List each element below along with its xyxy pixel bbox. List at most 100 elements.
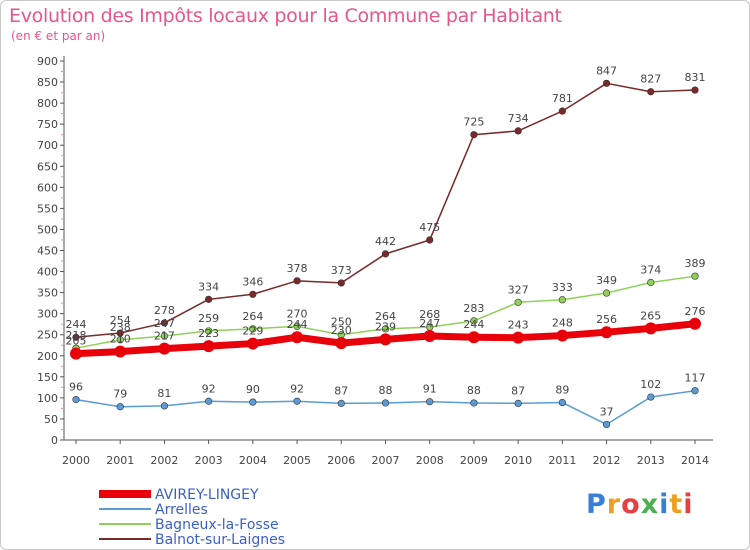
data-label: 92 (290, 382, 304, 395)
data-label: 229 (242, 325, 263, 338)
data-point (647, 393, 655, 401)
y-tick-label: 450 (37, 245, 58, 258)
data-point (160, 332, 169, 340)
data-point (691, 272, 699, 280)
x-tick-label: 2011 (548, 454, 576, 467)
data-label: 117 (685, 372, 706, 385)
data-label: 247 (154, 317, 175, 330)
data-point (600, 326, 613, 339)
data-point (644, 322, 657, 335)
data-label: 37 (600, 405, 614, 418)
y-tick-label: 700 (37, 139, 58, 152)
proxiti-logo: Proxiti (586, 489, 694, 520)
data-label: 283 (463, 302, 484, 315)
data-label: 230 (331, 324, 352, 337)
y-tick-label: 0 (51, 434, 58, 447)
data-point (381, 399, 390, 407)
data-label: 244 (66, 318, 87, 331)
y-tick-label: 300 (37, 308, 58, 321)
data-point (291, 331, 304, 344)
series-arrelles (72, 387, 699, 429)
x-tick-label: 2001 (106, 454, 134, 467)
data-point (337, 279, 345, 287)
y-tick-label: 550 (37, 202, 58, 215)
data-point (647, 88, 655, 96)
data-point (426, 398, 434, 406)
x-tick-label: 2002 (150, 454, 178, 467)
data-label: 88 (379, 384, 393, 397)
data-point (381, 250, 390, 258)
y-tick-label: 250 (37, 329, 58, 342)
data-label: 268 (419, 308, 440, 321)
data-label: 373 (331, 264, 352, 277)
x-tick-label: 2007 (372, 454, 400, 467)
data-point (514, 127, 522, 135)
data-point (381, 325, 390, 333)
data-point (337, 399, 345, 407)
data-point (160, 402, 169, 410)
data-point (467, 331, 480, 344)
data-label: 218 (66, 329, 87, 342)
data-label: 265 (640, 309, 661, 322)
x-tick-label: 2008 (416, 454, 444, 467)
data-label: 92 (202, 382, 216, 395)
data-label: 333 (552, 281, 573, 294)
y-tick-label: 850 (37, 76, 58, 89)
data-point (116, 403, 124, 411)
series-avirey-lingey (70, 317, 701, 360)
data-label: 79 (113, 388, 127, 401)
data-point (470, 399, 478, 407)
data-point (293, 322, 301, 330)
data-label: 96 (69, 381, 83, 394)
data-label: 276 (685, 305, 706, 318)
data-point (249, 290, 257, 298)
data-point (205, 327, 213, 335)
logo-letter: t (669, 489, 684, 520)
data-point (72, 333, 80, 341)
data-point (558, 107, 566, 115)
data-point (249, 325, 257, 333)
data-label: 244 (463, 318, 484, 331)
data-point (202, 340, 215, 353)
data-point (246, 337, 259, 350)
data-point (602, 79, 611, 87)
data-point (160, 319, 169, 327)
data-label: 334 (198, 280, 219, 293)
data-point (116, 329, 124, 337)
data-point (514, 298, 522, 306)
legend-label: AVIREY-LINGEY (155, 487, 259, 503)
data-point (647, 278, 655, 287)
data-point (158, 342, 171, 355)
x-tick-label: 2010 (504, 454, 532, 467)
data-label: 210 (110, 333, 131, 346)
data-point (249, 398, 257, 406)
series-balnot-sur-laignes (72, 79, 699, 341)
x-tick-label: 2003 (195, 454, 223, 467)
legend-label: Balnot-sur-Laignes (155, 532, 285, 548)
data-label: 270 (287, 307, 308, 320)
x-tick-label: 2013 (637, 454, 665, 467)
data-label: 278 (154, 304, 175, 317)
data-point (114, 345, 127, 358)
logo-letter: r (606, 489, 622, 520)
series-line (75, 82, 696, 338)
data-label: 254 (110, 314, 131, 327)
data-label: 725 (463, 116, 484, 129)
data-label: 389 (685, 257, 706, 270)
data-point (293, 397, 301, 405)
data-label: 217 (154, 330, 175, 343)
y-tick-label: 350 (37, 287, 58, 300)
y-tick-label: 750 (37, 118, 58, 131)
series-bagneux-la-fosse (72, 272, 699, 352)
y-tick-label: 50 (44, 413, 58, 426)
logo-letter: P (586, 489, 607, 520)
data-label: 378 (287, 262, 308, 275)
data-label: 734 (508, 112, 529, 125)
data-label: 827 (640, 73, 661, 86)
x-tick-label: 2009 (460, 454, 488, 467)
data-label: 374 (640, 264, 661, 277)
data-point (205, 295, 213, 303)
data-point (335, 337, 348, 350)
data-label: 88 (467, 384, 481, 397)
